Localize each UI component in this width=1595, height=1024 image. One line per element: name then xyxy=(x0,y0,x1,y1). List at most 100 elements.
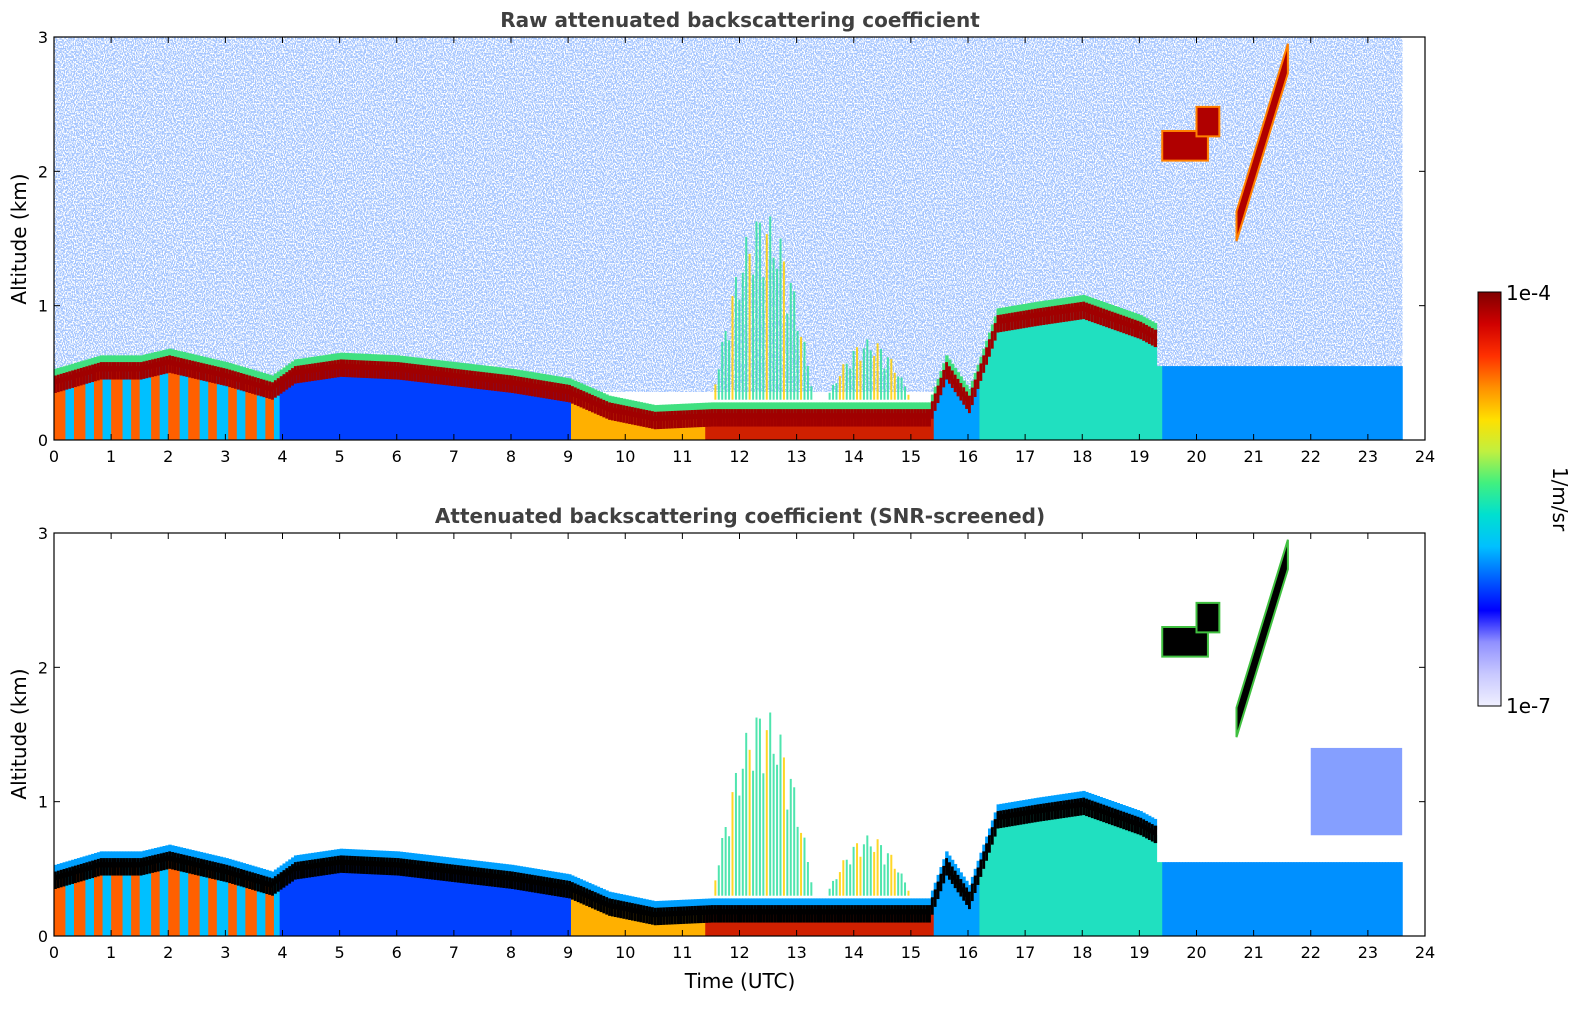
backscatter-column xyxy=(822,418,826,440)
backscatter-column xyxy=(1336,862,1340,936)
boundary-layer-top xyxy=(1116,809,1120,828)
backscatter-column xyxy=(456,874,461,936)
layer-halo xyxy=(425,358,429,370)
backscatter-column xyxy=(1179,366,1183,440)
layer-halo xyxy=(745,402,749,414)
layer-halo xyxy=(859,898,863,910)
boundary-layer-top xyxy=(813,409,818,427)
backscatter-column xyxy=(728,418,732,440)
layer-halo xyxy=(762,402,766,414)
backscatter-column xyxy=(1230,862,1235,936)
boundary-layer-top xyxy=(633,903,638,922)
layer-halo xyxy=(1136,810,1140,821)
convective-plume xyxy=(721,342,724,400)
boundary-layer-top xyxy=(830,905,835,923)
backscatter-column xyxy=(870,418,875,440)
backscatter-column xyxy=(582,400,586,440)
backscatter-column xyxy=(1376,862,1380,936)
boundary-layer-top xyxy=(536,379,541,398)
layer-halo xyxy=(179,847,184,859)
layer-halo xyxy=(239,862,244,874)
boundary-layer-top xyxy=(605,401,609,419)
layer-halo xyxy=(111,851,115,863)
backscatter-column xyxy=(1273,862,1278,936)
boundary-layer-top xyxy=(756,409,761,427)
boundary-layer-top xyxy=(328,361,332,379)
layer-halo xyxy=(805,898,809,910)
boundary-layer-top xyxy=(305,860,309,878)
layer-halo xyxy=(59,367,64,378)
layer-halo xyxy=(1010,305,1015,317)
backscatter-column xyxy=(1119,324,1123,440)
boundary-layer-top xyxy=(719,409,723,427)
boundary-layer-top xyxy=(565,384,569,402)
boundary-layer-top xyxy=(613,403,618,422)
boundary-layer-top xyxy=(576,388,581,407)
layer-halo xyxy=(779,898,783,910)
backscatter-column xyxy=(473,876,478,936)
boundary-layer-top xyxy=(1079,302,1083,320)
boundary-layer-top xyxy=(1127,813,1132,832)
convective-plume xyxy=(883,864,886,896)
layer-halo xyxy=(925,898,929,910)
backscatter-column xyxy=(550,391,555,440)
backscatter-column xyxy=(979,372,983,440)
boundary-layer-top xyxy=(908,905,912,923)
backscatter-column xyxy=(462,379,466,440)
layer-halo xyxy=(222,857,226,869)
convective-plume xyxy=(893,372,896,400)
layer-halo xyxy=(902,402,906,414)
layer-halo xyxy=(990,820,995,832)
layer-halo xyxy=(693,403,698,414)
backscatter-column xyxy=(919,914,923,936)
backscatter-column xyxy=(1007,322,1012,440)
boundary-layer-top xyxy=(102,858,107,876)
boundary-layer-top xyxy=(739,409,743,427)
layer-halo xyxy=(668,404,672,416)
layer-halo xyxy=(679,899,683,911)
layer-halo xyxy=(656,900,661,912)
layer-halo xyxy=(253,370,258,382)
backscatter-column xyxy=(268,886,272,936)
layer-halo xyxy=(1056,794,1060,806)
boundary-layer-top xyxy=(842,409,846,427)
boundary-layer-top xyxy=(968,395,972,414)
boundary-layer-top xyxy=(356,856,361,874)
layer-halo xyxy=(128,355,132,367)
backscatter-column xyxy=(668,420,672,440)
layer-halo xyxy=(73,362,78,374)
boundary-layer-top xyxy=(770,409,775,427)
layer-halo xyxy=(970,380,975,392)
backscatter-column xyxy=(205,869,209,936)
backscatter-column xyxy=(1350,366,1355,440)
boundary-layer-top xyxy=(316,858,321,877)
boundary-layer-top xyxy=(936,385,941,404)
layer-halo xyxy=(1045,300,1049,312)
boundary-layer-top xyxy=(54,375,58,393)
colorbar-gradient xyxy=(1477,291,1502,707)
boundary-layer-top xyxy=(842,905,846,923)
panel-raw: Raw attenuated backscattering coefficien… xyxy=(7,8,1435,466)
layer-halo xyxy=(159,350,164,362)
backscatter-column xyxy=(1333,366,1338,440)
backscatter-column xyxy=(82,376,87,440)
boundary-layer-top xyxy=(836,905,841,923)
boundary-layer-top xyxy=(259,378,264,397)
backscatter-column xyxy=(745,914,749,936)
backscatter-column xyxy=(102,867,107,936)
backscatter-column xyxy=(62,878,67,936)
backscatter-column xyxy=(542,390,546,440)
layer-halo xyxy=(928,898,932,910)
backscatter-column xyxy=(825,418,829,440)
convective-plume xyxy=(752,274,755,400)
layer-halo xyxy=(185,352,189,364)
backscatter-column xyxy=(182,864,186,936)
layer-halo xyxy=(328,850,332,862)
boundary-layer-top xyxy=(451,368,455,386)
backscatter-column xyxy=(388,371,392,440)
boundary-layer-top xyxy=(708,905,712,923)
layer-halo xyxy=(856,898,861,910)
y-tick-label: 0 xyxy=(38,431,48,450)
boundary-layer-top xyxy=(79,367,84,386)
boundary-layer-top xyxy=(211,861,215,879)
